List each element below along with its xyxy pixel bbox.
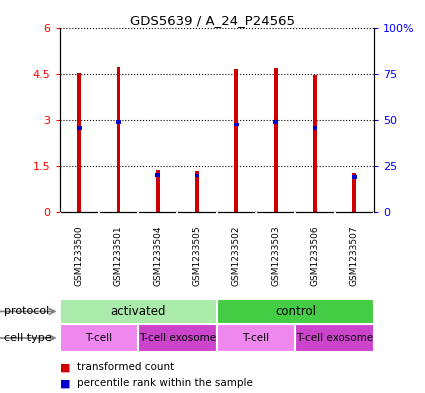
- Text: activated: activated: [110, 305, 166, 318]
- Bar: [77, 126, 82, 130]
- Bar: [313, 126, 317, 130]
- Text: percentile rank within the sample: percentile rank within the sample: [76, 378, 252, 388]
- Bar: [116, 120, 121, 124]
- Text: GSM1233504: GSM1233504: [153, 225, 162, 286]
- Bar: [273, 120, 278, 124]
- Text: GSM1233506: GSM1233506: [311, 225, 320, 286]
- Bar: [60, 299, 217, 324]
- Text: T-cell exosome: T-cell exosome: [296, 333, 373, 343]
- Bar: [352, 173, 356, 212]
- Bar: [195, 171, 199, 212]
- Text: GSM1233500: GSM1233500: [75, 225, 84, 286]
- Bar: [234, 123, 239, 126]
- Bar: [77, 73, 81, 212]
- Bar: [274, 68, 278, 212]
- Bar: [156, 173, 160, 176]
- Text: cell type: cell type: [4, 333, 52, 343]
- Text: T-cell exosome: T-cell exosome: [139, 333, 216, 343]
- Text: GSM1233502: GSM1233502: [232, 225, 241, 286]
- Text: T-cell: T-cell: [243, 333, 269, 343]
- Bar: [156, 170, 160, 212]
- Text: GSM1233505: GSM1233505: [193, 225, 201, 286]
- Bar: [116, 67, 120, 212]
- Text: ■: ■: [60, 378, 70, 388]
- Text: ■: ■: [60, 362, 70, 373]
- Text: transformed count: transformed count: [76, 362, 174, 373]
- Text: GDS5639 / A_24_P24565: GDS5639 / A_24_P24565: [130, 14, 295, 27]
- Bar: [235, 69, 238, 212]
- Bar: [217, 324, 295, 352]
- Bar: [295, 324, 374, 352]
- Bar: [313, 75, 317, 212]
- Text: T-cell: T-cell: [85, 333, 112, 343]
- Text: protocol: protocol: [4, 307, 49, 316]
- Text: GSM1233507: GSM1233507: [350, 225, 359, 286]
- Text: control: control: [275, 305, 316, 318]
- Bar: [217, 299, 374, 324]
- Bar: [138, 324, 217, 352]
- Bar: [60, 324, 138, 352]
- Bar: [195, 174, 199, 177]
- Text: GSM1233501: GSM1233501: [114, 225, 123, 286]
- Text: GSM1233503: GSM1233503: [271, 225, 280, 286]
- Bar: [352, 175, 357, 179]
